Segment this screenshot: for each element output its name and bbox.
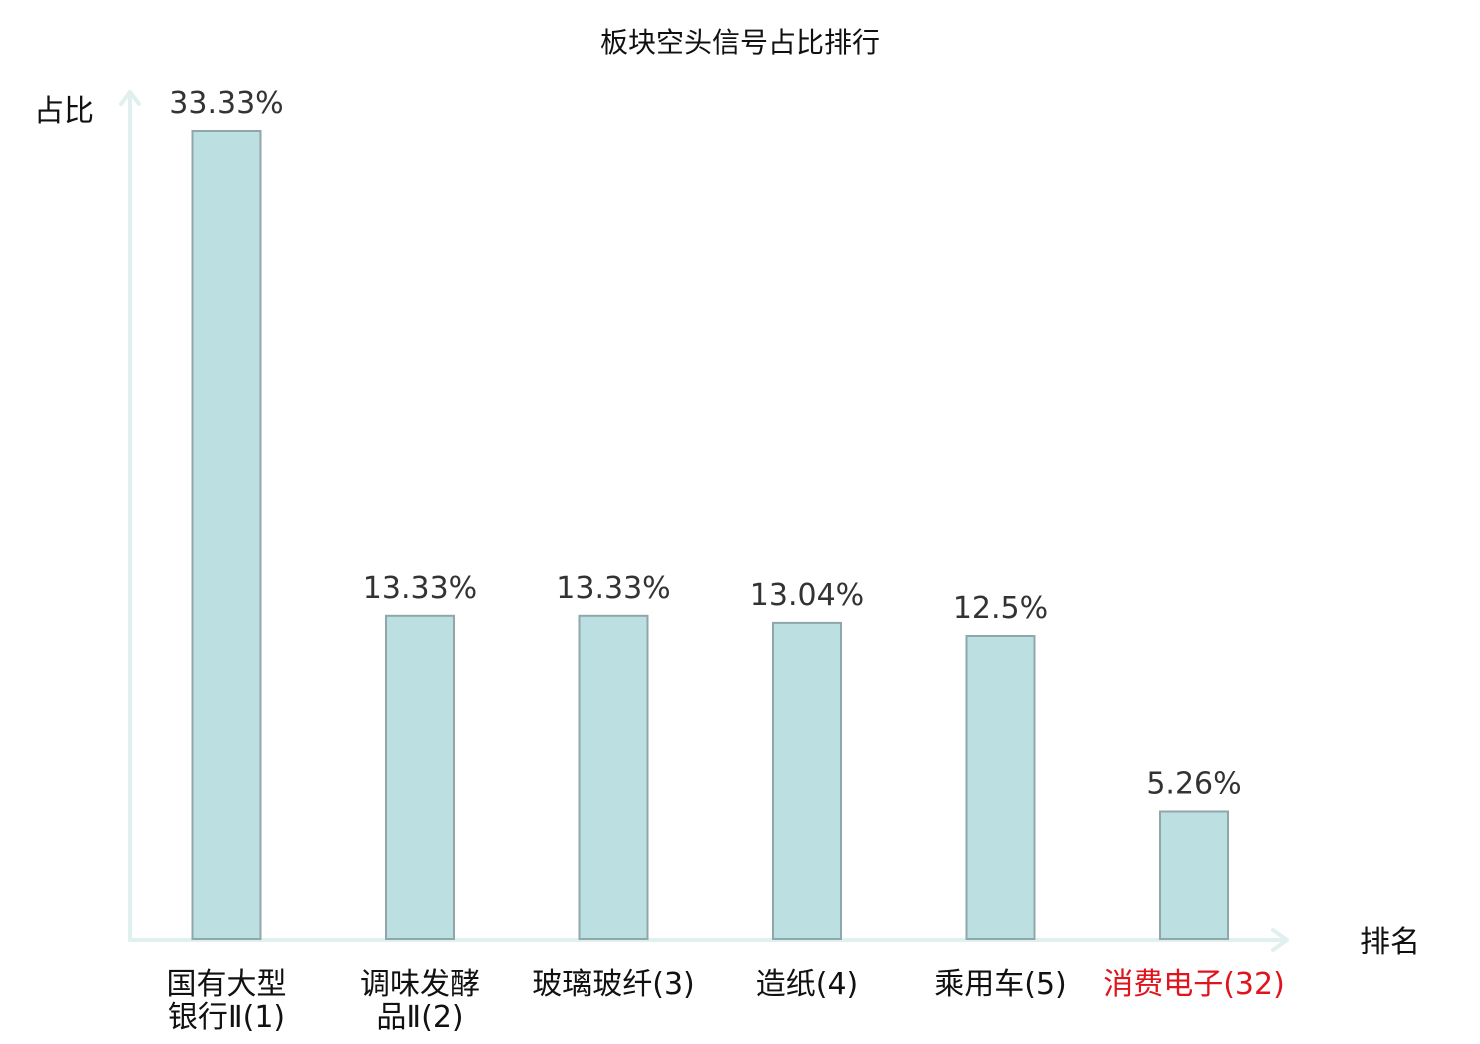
- category-label-3: 玻璃玻纤(3): [532, 967, 695, 1002]
- bar-4: [772, 621, 842, 941]
- category-label-5: 乘用车(5): [934, 967, 1067, 1002]
- category-label-1-line-1: 国有大型: [167, 967, 287, 1002]
- category-label-1-line-2: 银行Ⅱ(1): [168, 1000, 285, 1035]
- bar-3: [578, 614, 649, 940]
- bar-1: [191, 130, 262, 940]
- value-label-5: 12.5%: [953, 591, 1048, 626]
- chart-title: 板块空头信号占比排行: [600, 26, 880, 59]
- bar-6: [1159, 810, 1229, 940]
- category-label-6: 消费电子(32): [1103, 967, 1285, 1002]
- value-label-4: 13.04%: [750, 578, 864, 613]
- y-axis-arrow-icon: [119, 90, 141, 106]
- value-label-1: 33.33%: [169, 86, 283, 121]
- x-axis-title: 排名: [1360, 925, 1420, 960]
- bar-2: [385, 614, 455, 940]
- category-label-4: 造纸(4): [756, 967, 859, 1002]
- bar-5: [965, 635, 1036, 940]
- value-label-3: 13.33%: [556, 571, 670, 606]
- category-label-2-line-2: 品Ⅱ(2): [376, 1000, 463, 1035]
- value-label-6: 5.26%: [1146, 767, 1241, 802]
- x-axis-arrow-icon: [1271, 928, 1289, 952]
- value-label-2: 13.33%: [363, 571, 477, 606]
- y-axis-title: 占比: [34, 94, 94, 129]
- category-label-2-line-1: 调味发酵: [360, 967, 480, 1002]
